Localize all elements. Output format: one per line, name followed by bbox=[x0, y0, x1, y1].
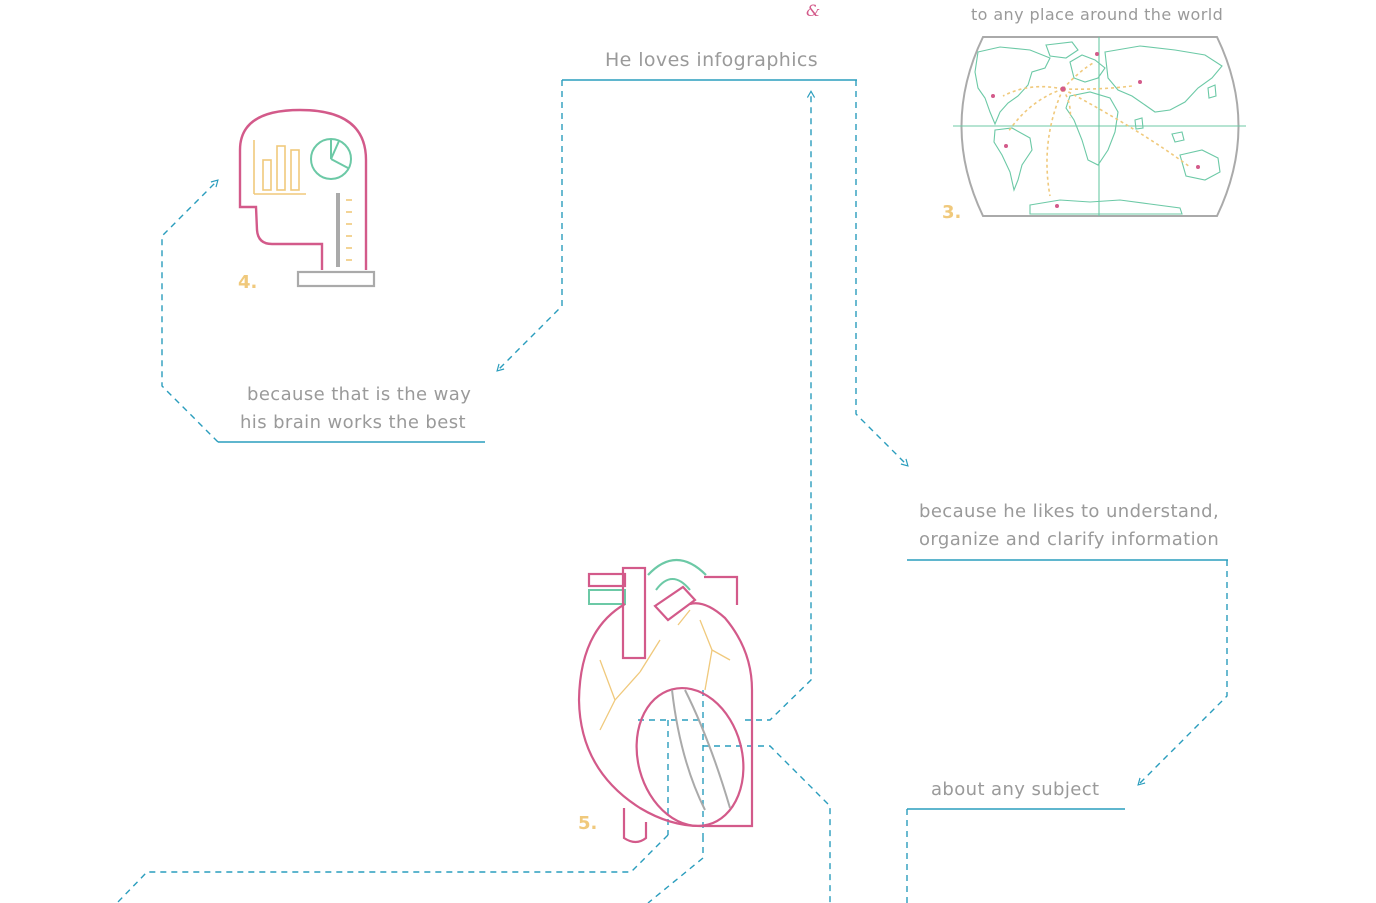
route-heart-bottom bbox=[647, 836, 704, 903]
connectors bbox=[116, 79, 1228, 903]
route-heart-right-down bbox=[703, 745, 831, 903]
caption-travel: to any place around the world bbox=[971, 5, 1224, 24]
step-number-5: 5. bbox=[578, 813, 597, 834]
route-infographics-to-understand bbox=[855, 80, 909, 467]
step-number-3: 3. bbox=[942, 202, 961, 223]
caption-brain-line1: because that is the way bbox=[247, 384, 472, 405]
route-heart-left-bottom bbox=[116, 834, 669, 903]
caption-brain-line2: his brain works the best bbox=[240, 412, 466, 433]
route-infographics-to-brain bbox=[496, 80, 563, 372]
route-brain-to-head bbox=[161, 179, 219, 443]
map-frame bbox=[960, 36, 1240, 217]
head-outline bbox=[238, 108, 368, 270]
ampersand-mark: & bbox=[806, 1, 821, 20]
route-understand-to-subject bbox=[1137, 560, 1228, 786]
caption-infographics: He loves infographics bbox=[605, 49, 819, 71]
caption-understand-line1: because he likes to understand, bbox=[919, 501, 1220, 522]
anatomical-heart-icon bbox=[577, 559, 754, 844]
head-with-charts-icon bbox=[238, 108, 376, 288]
caption-subject: about any subject bbox=[931, 779, 1100, 800]
world-map-icon bbox=[953, 36, 1246, 217]
caption-understand-line2: organize and clarify information bbox=[919, 529, 1220, 550]
step-number-4: 4. bbox=[238, 272, 257, 293]
route-heart-to-infographics bbox=[745, 90, 816, 721]
